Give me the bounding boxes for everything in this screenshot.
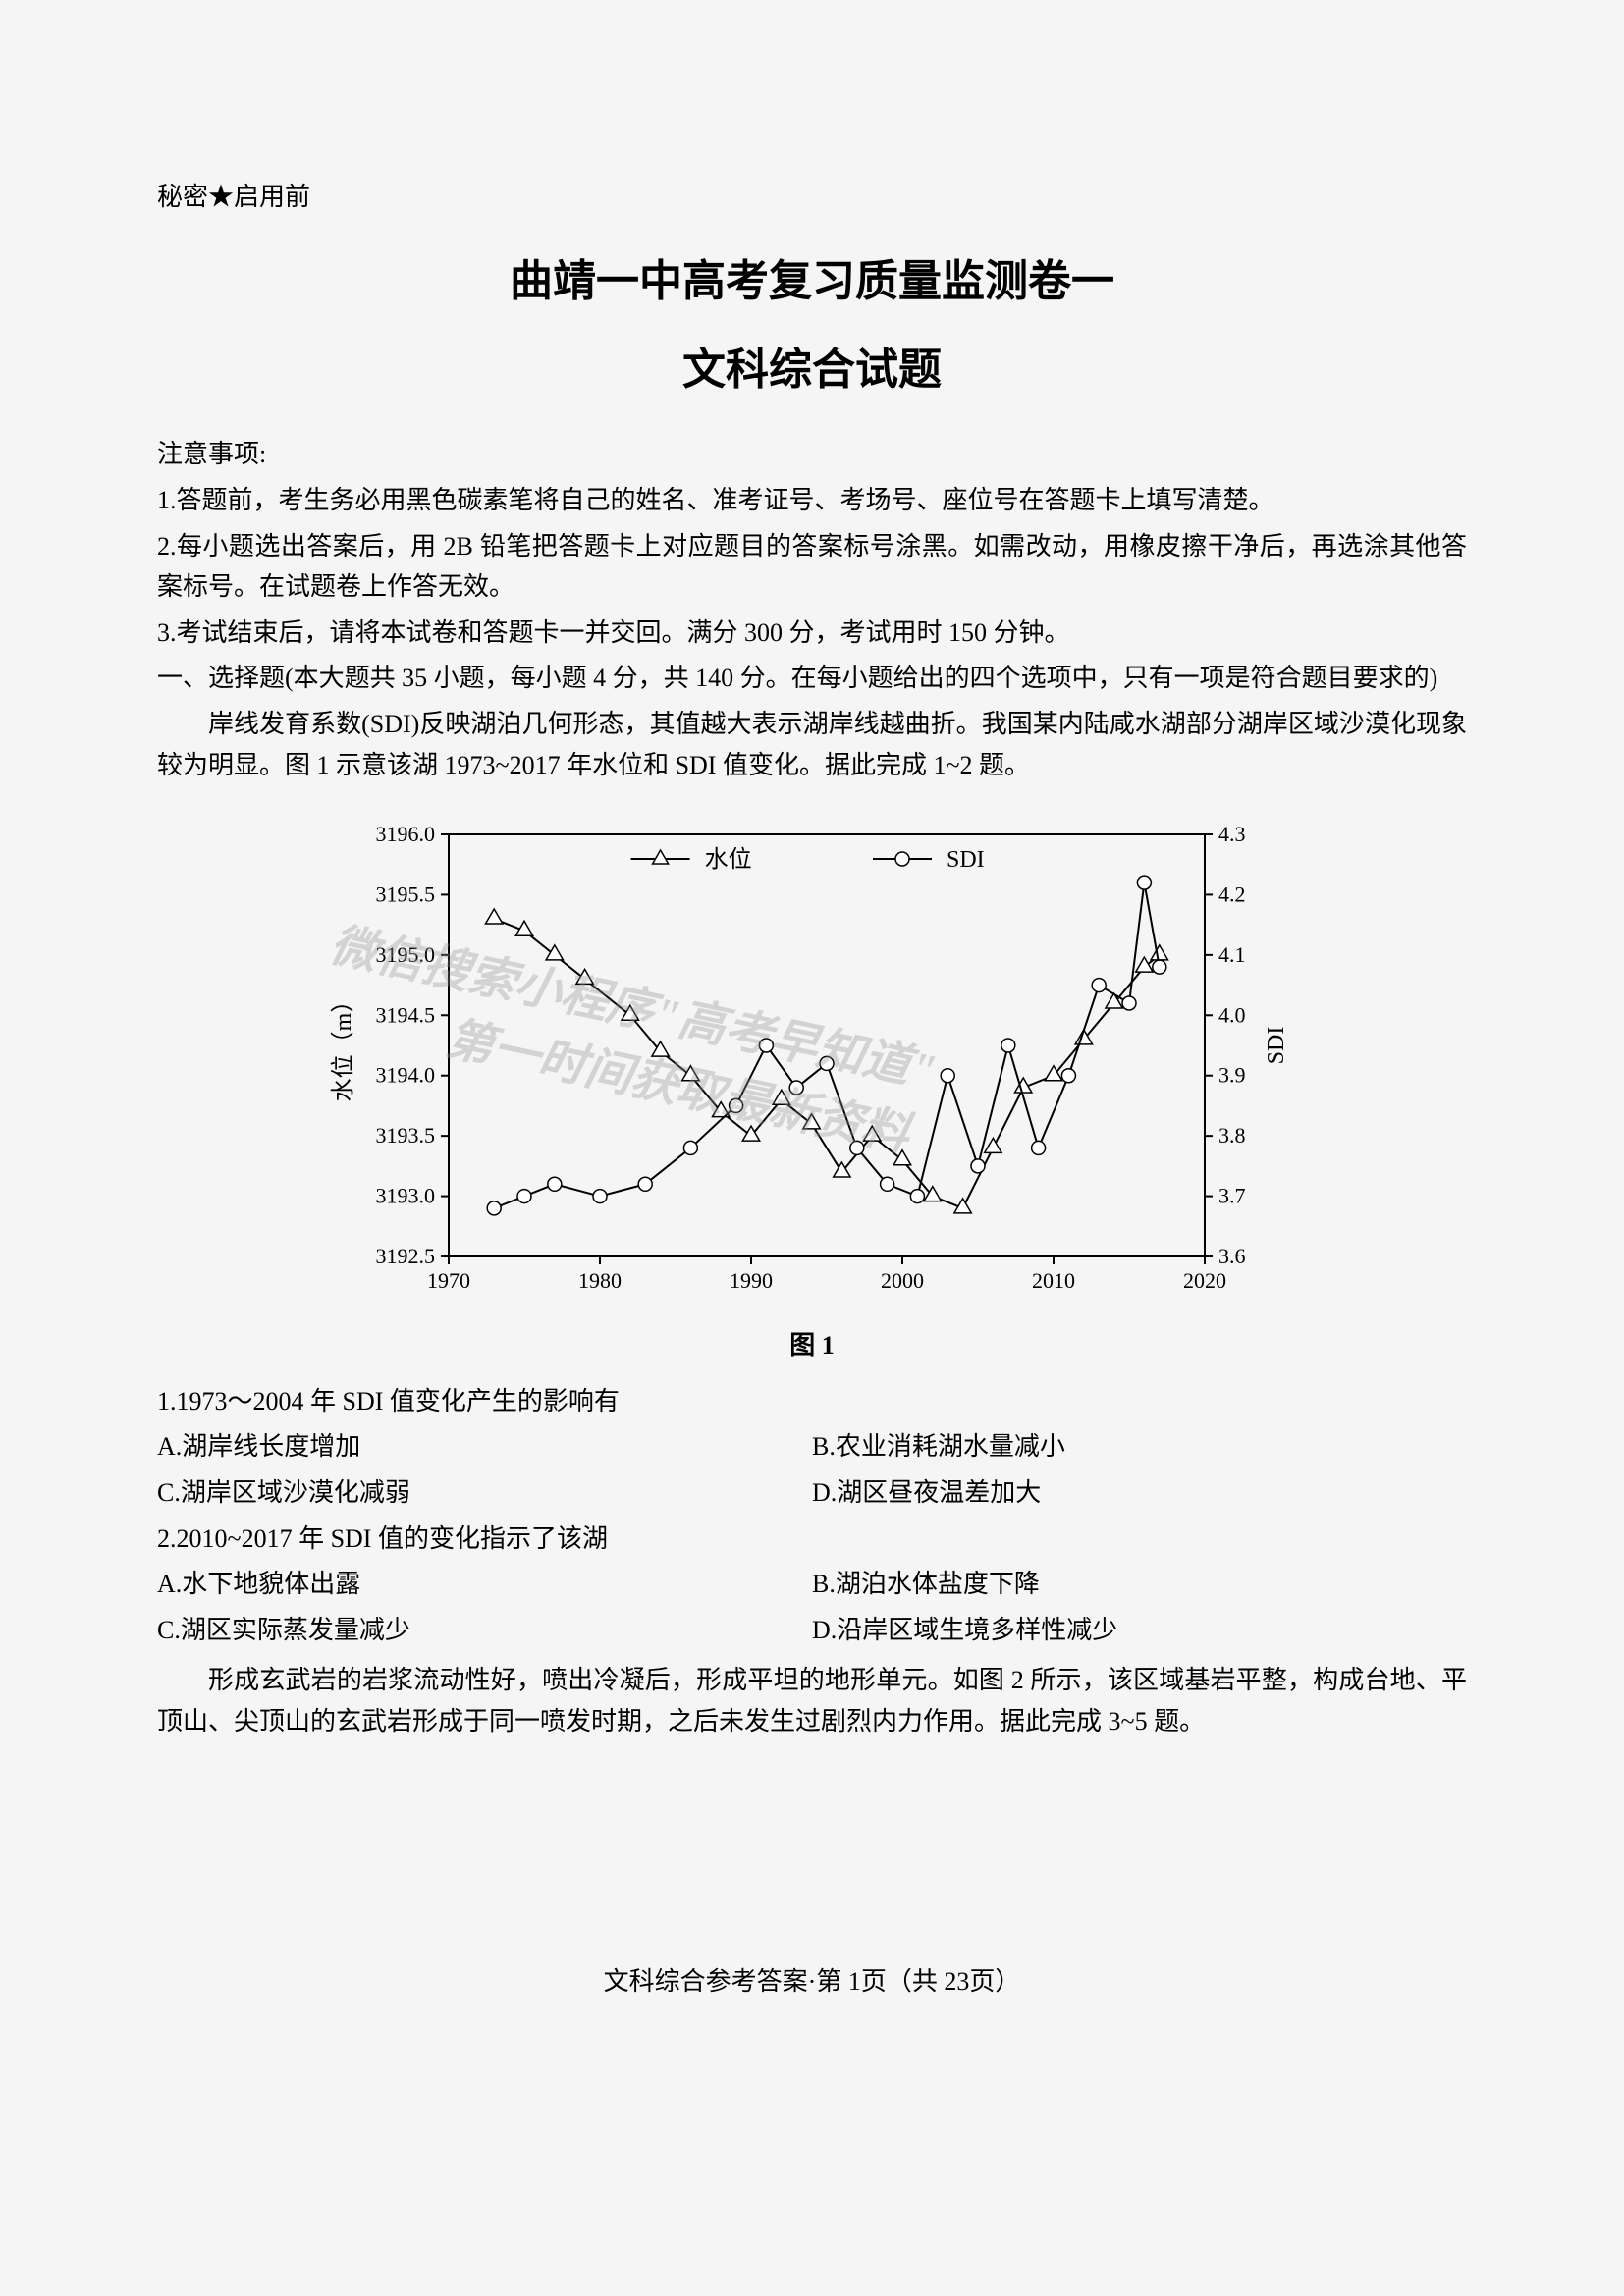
section-1-header: 一、选择题(本大题共 35 小题，每小题 4 分，共 140 分。在每小题给出的…	[157, 658, 1467, 699]
chart-1-container: 1970 1980 1990 2000 2010 2020 3192.5 3193.0 3193…	[157, 805, 1467, 1315]
svg-text:2010: 2010	[1032, 1268, 1075, 1293]
svg-text:2000: 2000	[881, 1268, 924, 1293]
notice-item-2: 2.每小题选出答案后，用 2B 铅笔把答题卡上对应题目的答案标号涂黑。如需改动，…	[157, 526, 1467, 608]
page-footer: 文科综合参考答案·第 1页（共 23页）	[157, 1961, 1467, 2002]
question-2-stem: 2.2010~2017 年 SDI 值的变化指示了该湖	[157, 1519, 1467, 1560]
svg-text:1990: 1990	[730, 1268, 773, 1293]
svg-text:3.6: 3.6	[1218, 1244, 1246, 1268]
q1-option-a: A.湖岸线长度增加	[157, 1426, 812, 1468]
chart-1: 1970 1980 1990 2000 2010 2020 3192.5 3193.0 3193…	[321, 805, 1303, 1315]
svg-text:SDI: SDI	[947, 847, 985, 873]
svg-text:3.8: 3.8	[1218, 1123, 1246, 1148]
svg-text:3.7: 3.7	[1218, 1184, 1246, 1208]
question-2-options-row-1: A.水下地貌体出露 B.湖泊水体盐度下降	[157, 1564, 1467, 1605]
svg-text:4.3: 4.3	[1218, 822, 1246, 846]
notice-item-1: 1.答题前，考生务必用黑色碳素笔将自己的姓名、准考证号、考场号、座位号在答题卡上…	[157, 480, 1467, 521]
svg-text:水位: 水位	[705, 846, 752, 873]
q1-option-b: B.农业消耗湖水量减小	[812, 1426, 1467, 1468]
svg-text:1980: 1980	[578, 1268, 622, 1293]
svg-text:1970: 1970	[427, 1268, 470, 1293]
passage-1: 岸线发育系数(SDI)反映湖泊几何形态，其值越大表示湖岸线越曲折。我国某内陆咸水…	[157, 704, 1467, 785]
question-2-options-row-2: C.湖区实际蒸发量减少 D.沿岸区域生境多样性减少	[157, 1610, 1467, 1651]
sub-title: 文科综合试题	[157, 336, 1467, 404]
svg-text:4.0: 4.0	[1218, 1002, 1246, 1027]
q2-option-b: B.湖泊水体盐度下降	[812, 1564, 1467, 1605]
svg-text:3195.5: 3195.5	[376, 882, 436, 907]
svg-text:3193.5: 3193.5	[376, 1123, 436, 1148]
q1-option-d: D.湖区昼夜温差加大	[812, 1472, 1467, 1514]
question-1-options-row-2: C.湖岸区域沙漠化减弱 D.湖区昼夜温差加大	[157, 1472, 1467, 1514]
svg-text:3196.0: 3196.0	[376, 822, 436, 846]
svg-text:3192.5: 3192.5	[376, 1244, 436, 1268]
q2-option-a: A.水下地貌体出露	[157, 1564, 812, 1605]
svg-text:3193.0: 3193.0	[376, 1184, 436, 1208]
svg-text:2020: 2020	[1183, 1268, 1226, 1293]
question-1-stem: 1.1973～2004 年 SDI 值变化产生的影响有	[157, 1381, 1467, 1422]
passage-2: 形成玄武岩的岩浆流动性好，喷出冷凝后，形成平坦的地形单元。如图 2 所示，该区域…	[157, 1660, 1467, 1741]
svg-text:3194.5: 3194.5	[376, 1002, 436, 1027]
q2-option-c: C.湖区实际蒸发量减少	[157, 1610, 812, 1651]
question-1-options-row-1: A.湖岸线长度增加 B.农业消耗湖水量减小	[157, 1426, 1467, 1468]
notice-item-3: 3.考试结束后，请将本试卷和答题卡一并交回。满分 300 分，考试用时 150 …	[157, 613, 1467, 654]
secrecy-label: 秘密★启用前	[157, 177, 1467, 218]
svg-text:4.2: 4.2	[1218, 882, 1246, 907]
svg-text:SDI: SDI	[1264, 1027, 1289, 1065]
q2-option-d: D.沿岸区域生境多样性减少	[812, 1610, 1467, 1651]
notice-header: 注意事项:	[157, 434, 1467, 475]
svg-text:水位（m）: 水位（m）	[330, 989, 356, 1102]
svg-text:3.9: 3.9	[1218, 1063, 1246, 1088]
chart-1-caption: 图 1	[157, 1325, 1467, 1366]
page-wrapper: 秘密★启用前 曲靖一中高考复习质量监测卷一 文科综合试题 注意事项: 1.答题前…	[157, 177, 1467, 2140]
q1-option-c: C.湖岸区域沙漠化减弱	[157, 1472, 812, 1514]
main-title: 曲靖一中高考复习质量监测卷一	[157, 247, 1467, 316]
svg-text:4.1: 4.1	[1218, 942, 1246, 967]
svg-text:3195.0: 3195.0	[376, 942, 436, 967]
svg-text:3194.0: 3194.0	[376, 1063, 436, 1088]
